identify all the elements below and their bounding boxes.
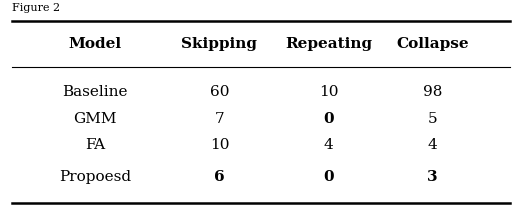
Text: Repeating: Repeating bbox=[285, 37, 372, 51]
Text: Baseline: Baseline bbox=[62, 85, 127, 99]
Text: 98: 98 bbox=[423, 85, 442, 99]
Text: 60: 60 bbox=[210, 85, 229, 99]
Text: 10: 10 bbox=[319, 85, 338, 99]
Text: 7: 7 bbox=[215, 112, 224, 126]
Text: Figure 2: Figure 2 bbox=[12, 3, 60, 13]
Text: GMM: GMM bbox=[73, 112, 116, 126]
Text: 10: 10 bbox=[210, 138, 229, 152]
Text: 6: 6 bbox=[214, 170, 225, 184]
Text: 4: 4 bbox=[324, 138, 334, 152]
Text: Model: Model bbox=[68, 37, 122, 51]
Text: Skipping: Skipping bbox=[182, 37, 257, 51]
Text: Propoesd: Propoesd bbox=[59, 170, 131, 184]
Text: 0: 0 bbox=[323, 170, 334, 184]
Text: 3: 3 bbox=[427, 170, 437, 184]
Text: 4: 4 bbox=[428, 138, 437, 152]
Text: Collapse: Collapse bbox=[396, 37, 469, 51]
Text: 0: 0 bbox=[323, 112, 334, 126]
Text: 5: 5 bbox=[428, 112, 437, 126]
Text: FA: FA bbox=[85, 138, 105, 152]
